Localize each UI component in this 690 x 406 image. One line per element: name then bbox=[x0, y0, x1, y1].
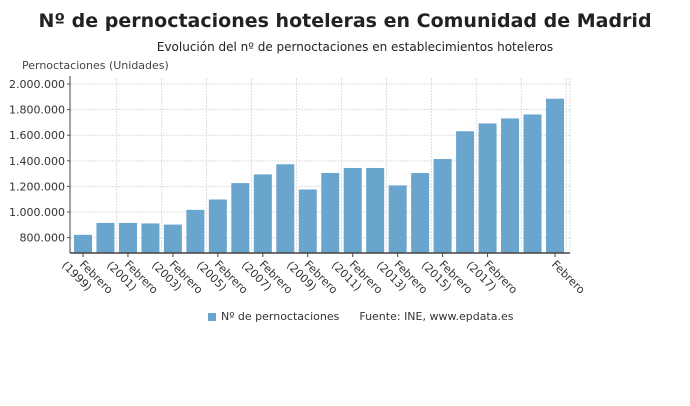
source-note: Fuente: INE, www.epdata.es bbox=[359, 310, 514, 323]
x-tick-label: Febrero(2017) bbox=[464, 249, 520, 305]
x-tick-label: Febrero(2007) bbox=[239, 249, 295, 305]
bar bbox=[523, 114, 542, 253]
legend-swatch bbox=[208, 312, 216, 321]
y-tick-label: 1.200.000 bbox=[9, 180, 65, 193]
bar bbox=[208, 199, 227, 253]
bar bbox=[96, 222, 115, 253]
bar bbox=[253, 174, 272, 253]
x-tick-label: Febrero(1999) bbox=[59, 249, 115, 305]
y-tick-label: 2.000.000 bbox=[9, 78, 65, 91]
x-tick-label: Febrero(2013) bbox=[374, 249, 430, 305]
x-tick-label: Febrero(2009) bbox=[284, 249, 340, 305]
y-tick-label: 800.000 bbox=[20, 232, 66, 245]
bar bbox=[321, 172, 340, 253]
x-tick-label: Febrero(2005) bbox=[194, 249, 250, 305]
y-tick-label: 1.800.000 bbox=[9, 104, 65, 117]
x-tick-label: Febrero(2011) bbox=[329, 249, 385, 305]
bar bbox=[501, 118, 520, 253]
bar bbox=[411, 172, 430, 253]
x-tick-label: Febrero(2003) bbox=[149, 249, 205, 305]
chart-title: Nº de pernoctaciones hoteleras en Comuni… bbox=[38, 10, 652, 32]
bar bbox=[366, 167, 385, 253]
bar bbox=[186, 209, 205, 253]
y-tick-label: 1.600.000 bbox=[9, 129, 65, 142]
x-tick-label: Febrero(2001) bbox=[104, 249, 160, 305]
legend-label: Nº de pernoctaciones bbox=[221, 310, 340, 323]
bar bbox=[298, 189, 317, 253]
bar bbox=[118, 222, 137, 253]
bar bbox=[276, 164, 295, 253]
bar bbox=[433, 159, 452, 253]
y-tick-label: 1.000.000 bbox=[9, 206, 65, 219]
bar bbox=[343, 167, 362, 253]
x-tick-label: Febrero bbox=[549, 258, 588, 297]
x-tick-label: Febrero(2015) bbox=[419, 249, 475, 305]
bar bbox=[478, 123, 497, 253]
bar bbox=[456, 131, 475, 253]
bar bbox=[163, 224, 182, 253]
chart-subtitle: Evolución del nº de pernoctaciones en es… bbox=[156, 40, 554, 54]
bar bbox=[546, 98, 564, 254]
legend: Nº de pernoctaciones Fuente: INE, www.ep… bbox=[208, 310, 513, 323]
y-axis-title: Pernoctaciones (Unidades) bbox=[22, 59, 169, 72]
bar bbox=[141, 223, 160, 253]
bar bbox=[74, 234, 92, 253]
y-tick-label: 1.400.000 bbox=[9, 155, 65, 168]
bar bbox=[231, 183, 250, 253]
bar bbox=[388, 185, 407, 253]
